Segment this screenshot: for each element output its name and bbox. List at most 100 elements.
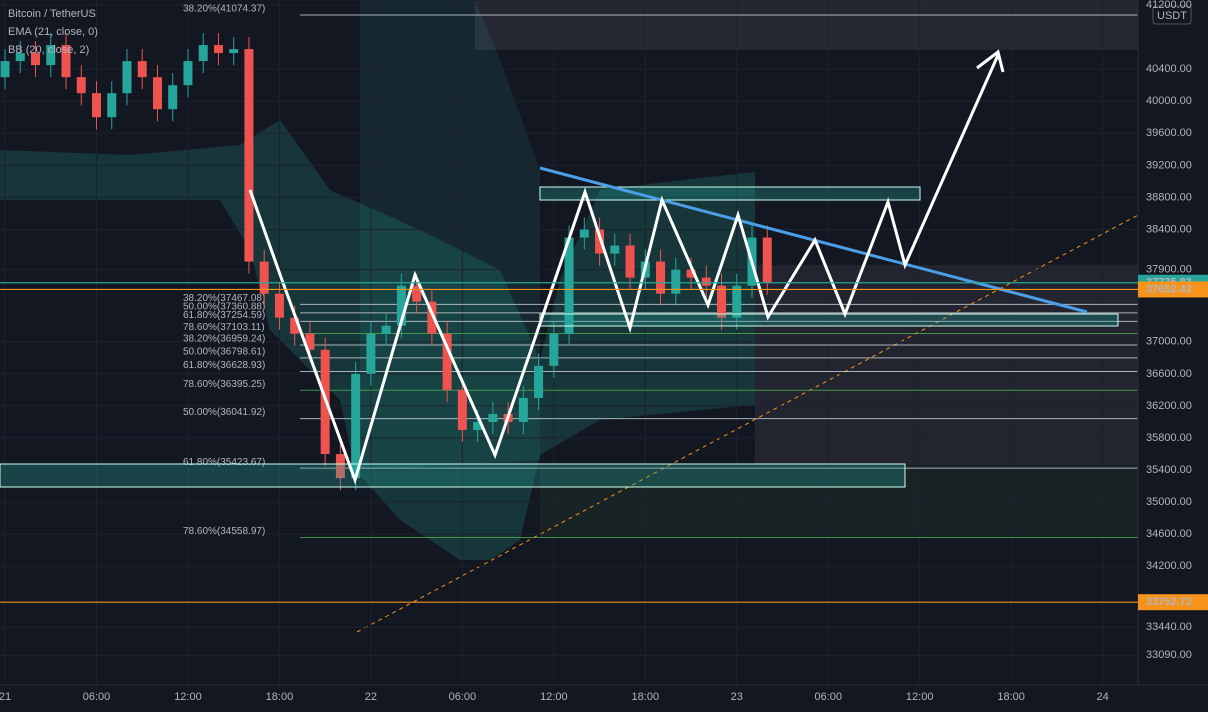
fib-label: 50.00%(36798.61) xyxy=(183,347,265,358)
bollinger-band xyxy=(360,0,540,470)
y-tick-label: 34200.00 xyxy=(1146,560,1192,572)
candle-body xyxy=(335,454,345,479)
zone xyxy=(755,265,1138,465)
candle-body xyxy=(244,49,254,262)
fib-label: 50.00%(36041.92) xyxy=(183,407,265,418)
y-tick-label: 37900.00 xyxy=(1146,264,1192,276)
legend-entry: Bitcoin / TetherUS xyxy=(8,8,96,20)
candle-body xyxy=(76,77,86,94)
fib-label: 78.60%(37103.11) xyxy=(183,322,265,333)
bollinger-band xyxy=(0,120,755,560)
y-tick-label: 33090.00 xyxy=(1146,649,1192,661)
price-label: 37652.42 xyxy=(1146,283,1192,295)
candle-body xyxy=(549,333,559,366)
y-tick-label: 38800.00 xyxy=(1146,191,1192,203)
candle-body xyxy=(762,237,772,283)
candle-body xyxy=(229,49,239,54)
box xyxy=(539,186,921,201)
y-tick-label: 35800.00 xyxy=(1146,432,1192,444)
price-badge xyxy=(1138,594,1208,611)
y-tick-label: 35400.00 xyxy=(1146,464,1192,476)
legend-entry: BB (20, close, 2) xyxy=(8,44,89,56)
candle-body xyxy=(442,333,452,390)
y-tick-label: 39600.00 xyxy=(1146,127,1192,139)
candle-body xyxy=(534,365,544,398)
candle-body xyxy=(595,229,605,254)
y-tick-label: 36200.00 xyxy=(1146,400,1192,412)
candle-body xyxy=(213,45,223,54)
candle-body xyxy=(91,93,101,118)
candle-body xyxy=(656,261,666,294)
candle-body xyxy=(366,333,376,374)
candle-body xyxy=(686,269,696,278)
trend-line xyxy=(356,214,1139,633)
currency-badge[interactable] xyxy=(1152,5,1192,25)
candle-body xyxy=(137,61,147,78)
y-tick-label: 36600.00 xyxy=(1146,368,1192,380)
candle-body xyxy=(152,77,162,110)
zone xyxy=(475,0,1138,50)
candle-body xyxy=(15,53,25,62)
x-tick-label: 21 xyxy=(0,691,11,703)
projection xyxy=(248,54,1000,485)
x-tick-label: 18:00 xyxy=(997,691,1025,703)
candle-body xyxy=(351,373,361,479)
x-tick-label: 24 xyxy=(1097,691,1109,703)
candle-body xyxy=(122,61,132,94)
x-tick-label: 12:00 xyxy=(906,691,934,703)
y-tick-label: 40400.00 xyxy=(1146,63,1192,75)
fib-label: 61.80%(36628.93) xyxy=(183,360,265,371)
box xyxy=(0,463,906,488)
fib-label: 78.60%(36395.25) xyxy=(183,379,265,390)
candle-body xyxy=(46,45,56,66)
candle-body xyxy=(518,397,528,422)
candle-body xyxy=(671,269,681,294)
y-tick-label: 34600.00 xyxy=(1146,528,1192,540)
zone xyxy=(540,465,1138,537)
candle-body xyxy=(625,245,635,278)
y-tick-label: 38400.00 xyxy=(1146,223,1192,235)
candle-body xyxy=(183,61,193,86)
x-tick-label: 18:00 xyxy=(266,691,294,703)
fib-label: 38.20%(37467.08) xyxy=(183,293,265,304)
candle-body xyxy=(107,93,117,118)
price-label: 33752.72 xyxy=(1146,596,1192,608)
candle-body xyxy=(564,237,574,334)
currency[interactable]: USDT xyxy=(1157,10,1187,22)
legend-entry: EMA (21, close, 0) xyxy=(8,26,98,38)
fib-label: 61.80%(35423.67) xyxy=(183,457,265,468)
y-tick-label: 35000.00 xyxy=(1146,496,1192,508)
y-tick-label: 40000.00 xyxy=(1146,95,1192,107)
x-tick-label: 23 xyxy=(731,691,743,703)
price-badge xyxy=(1138,281,1208,298)
candle-body xyxy=(168,85,178,110)
candle-body xyxy=(579,229,589,238)
arrow-head xyxy=(976,49,1005,73)
candle-body xyxy=(259,261,269,294)
x-tick-label: 12:00 xyxy=(540,691,568,703)
y-tick-label: 41200.00 xyxy=(1146,0,1192,11)
y-tick-label: 37000.00 xyxy=(1146,336,1192,348)
x-tick-label: 18:00 xyxy=(632,691,660,703)
candle-body xyxy=(396,285,406,326)
candle-body xyxy=(457,389,467,430)
x-tick-label: 06:00 xyxy=(449,691,477,703)
candle-body xyxy=(305,333,315,350)
candle-body xyxy=(61,45,71,78)
candle-body xyxy=(717,285,727,318)
candle-body xyxy=(412,285,422,302)
x-tick-label: 22 xyxy=(365,691,377,703)
fib-label: 38.20%(36959.24) xyxy=(183,334,265,345)
candle-body xyxy=(610,245,620,254)
candle-body xyxy=(290,317,300,334)
candle-body xyxy=(31,53,41,66)
candle-body xyxy=(732,285,742,318)
candle-body xyxy=(198,45,208,62)
candle-body xyxy=(381,325,391,334)
fib-label: 50.00%(37360.88) xyxy=(183,301,265,312)
fib-label: 38.20%(41074.37) xyxy=(183,4,265,15)
candle-body xyxy=(701,277,711,286)
fib-label: 61.80%(37254.59) xyxy=(183,310,265,321)
